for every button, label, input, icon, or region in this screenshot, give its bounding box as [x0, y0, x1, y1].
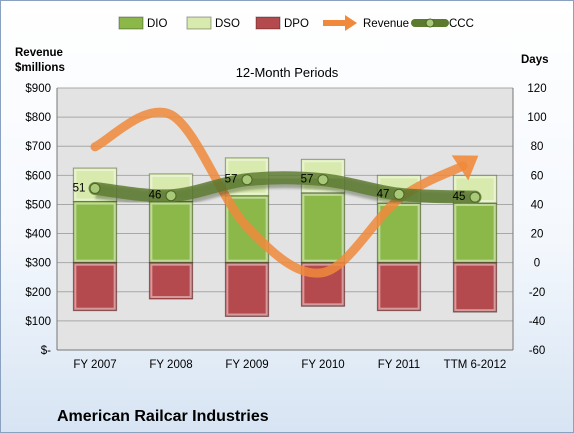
ccc-point: [317, 174, 329, 186]
right-tick-label: 40: [531, 199, 544, 211]
legend-swatch: [255, 16, 281, 30]
legend: DIO DSO DPO Revenue CCC: [118, 15, 474, 31]
ccc-data-label: 51: [73, 182, 86, 194]
ccc-point: [89, 182, 101, 194]
ccc-data-label: 46: [149, 190, 162, 202]
left-tick-label: $400: [25, 229, 51, 241]
left-tick-label: $100: [25, 316, 51, 328]
dpo-bar: [148, 262, 194, 300]
right-tick-label: 120: [527, 83, 546, 95]
plot-area: [57, 88, 513, 350]
dio-bar: [72, 201, 118, 264]
left-tick-label: $200: [25, 287, 51, 299]
left-axis-label-line2: $millions: [15, 62, 65, 74]
right-axis-label: Days: [521, 54, 549, 66]
company-name: American Railcar Industries: [57, 408, 269, 425]
x-tick-label: FY 2008: [149, 359, 192, 371]
left-tick-label: $500: [25, 199, 51, 211]
legend-item-dio: DIO: [118, 16, 168, 30]
ccc-point: [469, 191, 481, 203]
right-tick-label: 100: [527, 112, 546, 124]
legend-item-ccc: CCC: [411, 18, 474, 30]
ccc-data-label: 57: [225, 174, 238, 186]
right-tick-label: 20: [531, 229, 544, 241]
legend-item-dso: DSO: [186, 16, 240, 30]
x-tick-label: FY 2009: [225, 359, 268, 371]
ccc-data-label: 47: [377, 188, 390, 200]
right-tick-label: 80: [531, 141, 544, 153]
right-tick-label: 60: [531, 170, 544, 182]
x-tick-label: FY 2010: [301, 359, 344, 371]
bars-layer: [72, 157, 498, 318]
dio-bar: [300, 192, 346, 264]
legend-swatch: [186, 16, 212, 30]
dpo-bar: [452, 262, 498, 313]
ccc-point: [241, 174, 253, 186]
right-tick-label: -60: [529, 345, 546, 357]
legend-label: DPO: [284, 18, 309, 30]
dpo-bar: [72, 262, 118, 312]
legend-item-revenue: Revenue: [323, 15, 409, 31]
left-axis-label-line1: Revenue: [15, 47, 63, 59]
axes-layer: $- $100 $200 $300 $400 $500 $600 $700 $800 $900 -6…: [25, 83, 546, 371]
ccc-data-label: 57: [301, 174, 314, 186]
ccc-point: [393, 188, 405, 200]
legend-arrowhead: [345, 15, 357, 31]
right-tick-label: -20: [529, 287, 546, 299]
left-tick-label: $800: [25, 112, 51, 124]
x-tick-label: TTM 6-2012: [444, 359, 507, 371]
legend-label: DIO: [147, 18, 168, 30]
left-tick-label: $600: [25, 170, 51, 182]
legend-label: DSO: [215, 18, 240, 30]
lines-layer: 51 46 57 57 47 45: [73, 107, 482, 278]
ccc-data-label: 45: [453, 191, 466, 203]
left-tick-label: $-: [41, 345, 51, 357]
left-tick-label: $900: [25, 83, 51, 95]
dio-bar: [148, 201, 194, 264]
right-tick-label: 0: [534, 258, 540, 270]
dpo-bar: [224, 262, 270, 318]
x-tick-label: FY 2011: [378, 359, 420, 371]
right-tick-label: -40: [529, 316, 546, 328]
legend-label: Revenue: [363, 18, 409, 30]
ccc-line: [88, 171, 482, 204]
chart-title: 12-Month Periods: [236, 65, 339, 80]
legend-label: CCC: [449, 18, 474, 30]
dpo-bar: [376, 262, 422, 312]
legend-marker: [425, 18, 435, 28]
dio-bar: [452, 202, 498, 264]
legend-swatch: [118, 16, 144, 30]
left-tick-label: $300: [25, 258, 51, 270]
x-tick-label: FY 2007: [73, 359, 116, 371]
legend-item-dpo: DPO: [255, 16, 309, 30]
left-tick-label: $700: [25, 141, 51, 153]
ccc-point: [165, 190, 177, 202]
revenue-arrowhead: [451, 155, 479, 181]
